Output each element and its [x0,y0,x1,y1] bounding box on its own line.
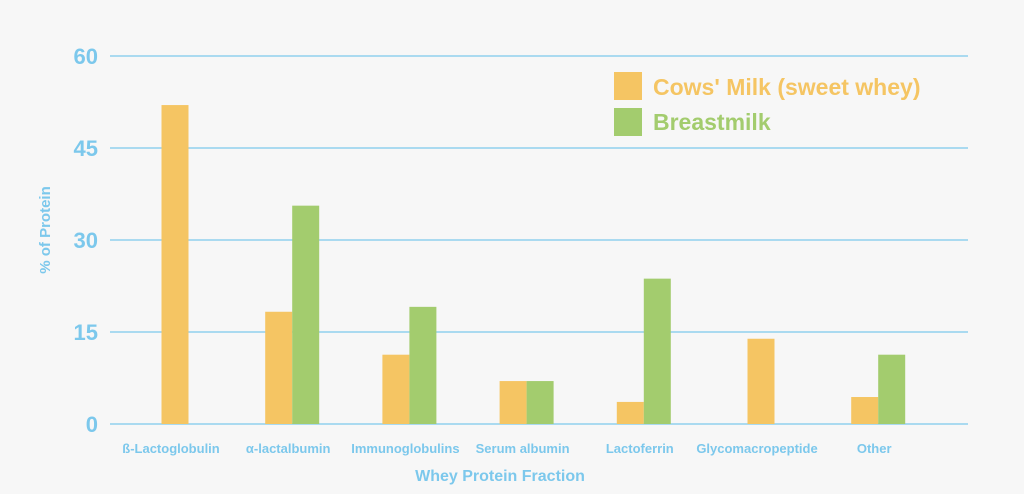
y-tick-label: 45 [74,136,98,161]
bar-cows-milk [265,311,293,424]
x-tick-label: Immunoglobulins [351,441,459,456]
bar-breastmilk [409,306,437,424]
bar-breastmilk [292,205,320,424]
bar-cows-milk [382,354,410,424]
x-tick-label: ß-Lactoglobulin [122,441,220,456]
bar-cows-milk [747,338,775,424]
y-tick-label: 0 [86,412,98,437]
bar-breastmilk [643,278,671,424]
x-axis-label: Whey Protein Fraction [415,468,585,485]
bar-cows-milk [851,397,879,424]
y-axis-label: % of Protein [37,186,54,274]
x-tick-label: Serum albumin [476,441,570,456]
y-tick-label: 15 [74,320,98,345]
x-tick-label: Other [857,441,892,456]
x-tick-label: α-lactalbumin [246,441,331,456]
bar-breastmilk [526,381,554,424]
legend-label-cows-milk: Cows' Milk (sweet whey) [653,74,920,100]
legend-swatch-breastmilk [614,108,642,136]
legend-label-breastmilk: Breastmilk [653,109,771,135]
x-tick-label: Glycomacropeptide [696,441,817,456]
bar-cows-milk [616,401,644,424]
y-tick-label: 60 [74,44,98,69]
bar-cows-milk [161,105,189,425]
bar-cows-milk [499,381,527,424]
legend: Cows' Milk (sweet whey) Breastmilk [614,72,920,136]
bar-breastmilk [878,354,906,424]
legend-swatch-cows-milk [614,72,642,100]
x-tick-label: Lactoferrin [606,441,674,456]
y-tick-label: 30 [74,228,98,253]
